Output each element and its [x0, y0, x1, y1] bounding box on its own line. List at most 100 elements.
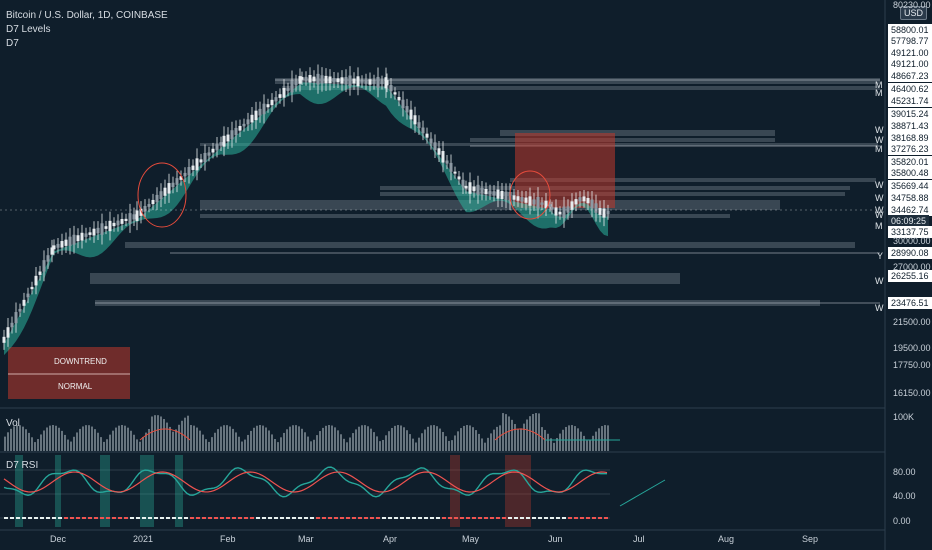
- candle-body: [504, 191, 508, 201]
- x-axis-label: Dec: [50, 534, 67, 544]
- volume-bar: [580, 431, 582, 451]
- volume-bar: [367, 426, 369, 451]
- candle-body: [286, 88, 290, 92]
- volume-bar: [85, 425, 87, 451]
- volume-bar: [379, 441, 381, 451]
- candle-body: [562, 206, 566, 219]
- volume-bar: [457, 431, 459, 451]
- rsi-dot: [568, 517, 572, 519]
- rsi-dot: [220, 517, 224, 519]
- downtrend-box: [8, 347, 130, 399]
- rsi-dot: [484, 517, 488, 519]
- volume-bar: [202, 434, 204, 451]
- volume-bar: [547, 433, 549, 451]
- volume-bar: [76, 432, 78, 451]
- candle-body: [159, 191, 163, 200]
- volume-bar: [289, 426, 291, 451]
- volume-bar: [358, 426, 360, 451]
- rsi-dot: [454, 517, 458, 519]
- rsi-dot: [370, 517, 374, 519]
- candle-body: [14, 312, 18, 324]
- rsi-highlight: [55, 455, 61, 527]
- rsi-dot: [574, 517, 578, 519]
- volume-bar: [478, 433, 480, 451]
- candle-body: [558, 211, 562, 215]
- candle-body: [476, 184, 480, 195]
- level-marker: W: [875, 205, 884, 215]
- volume-bar: [370, 428, 372, 451]
- volume-bar: [559, 433, 561, 451]
- candle-body: [441, 151, 445, 163]
- volume-bar: [7, 432, 9, 451]
- candle-body: [139, 208, 143, 216]
- candle-body: [278, 94, 282, 98]
- rsi-axis-80: 80.00: [893, 467, 916, 477]
- volume-bar: [73, 436, 75, 451]
- candle-body: [46, 255, 50, 262]
- candle-body: [151, 199, 155, 205]
- candle-body: [405, 106, 409, 113]
- volume-bar: [406, 430, 408, 451]
- candle-body: [120, 219, 124, 224]
- candle-body: [203, 152, 207, 163]
- candle-body: [594, 203, 598, 213]
- volume-bar: [256, 425, 258, 451]
- volume-bar: [280, 437, 282, 451]
- price-box: 23476.51: [888, 297, 932, 309]
- rsi-dot: [106, 517, 110, 519]
- rsi-dot: [346, 517, 350, 519]
- level-band: [470, 138, 775, 142]
- volume-bar: [13, 426, 15, 451]
- volume-bar: [187, 415, 189, 451]
- rsi-dot: [298, 517, 302, 519]
- rsi-arrow: [619, 479, 666, 507]
- candle-body: [385, 80, 389, 86]
- volume-bar: [442, 431, 444, 451]
- candle-body: [480, 187, 484, 194]
- candle-body: [92, 228, 96, 236]
- rsi-dot: [280, 517, 284, 519]
- volume-bar: [199, 430, 201, 451]
- volume-bar: [409, 434, 411, 451]
- candle-body: [500, 190, 504, 199]
- candle-body: [6, 327, 10, 338]
- volume-bar: [196, 427, 198, 451]
- candle-body: [324, 75, 328, 84]
- price-box: 58800.01: [888, 24, 932, 36]
- rsi-dot: [364, 517, 368, 519]
- candle-body: [50, 247, 54, 255]
- rsi-dot: [592, 517, 596, 519]
- candle-body: [135, 210, 139, 221]
- volume-bar: [538, 413, 540, 451]
- volume-bar: [418, 437, 420, 451]
- rsi-dot: [136, 517, 140, 519]
- candle-body: [548, 204, 552, 207]
- volume-bar: [31, 437, 33, 451]
- volume-bar: [301, 428, 303, 451]
- volume-bar: [352, 433, 354, 451]
- price-box: 49121.00: [888, 58, 932, 70]
- volume-bar: [103, 441, 105, 451]
- candle-body: [376, 76, 380, 88]
- volume-bar: [214, 432, 216, 451]
- volume-bar: [295, 425, 297, 451]
- volume-bar: [112, 430, 114, 451]
- rsi-dot: [28, 517, 32, 519]
- candle-body: [300, 76, 304, 80]
- currency-badge[interactable]: USD: [900, 6, 928, 20]
- volume-bar: [28, 432, 30, 451]
- candle-body: [42, 260, 46, 272]
- rsi-dot: [448, 517, 452, 519]
- volume-bar: [304, 432, 306, 451]
- volume-bar: [268, 430, 270, 451]
- normal-label: NORMAL: [58, 382, 93, 391]
- rsi-dot: [466, 517, 470, 519]
- volume-bar: [298, 426, 300, 451]
- price-box: 34758.88: [888, 192, 932, 204]
- volume-bar: [499, 425, 501, 451]
- candle-body: [492, 191, 496, 196]
- volume-bar: [307, 436, 309, 451]
- volume-bar: [58, 427, 60, 451]
- level-marker: M: [875, 144, 883, 154]
